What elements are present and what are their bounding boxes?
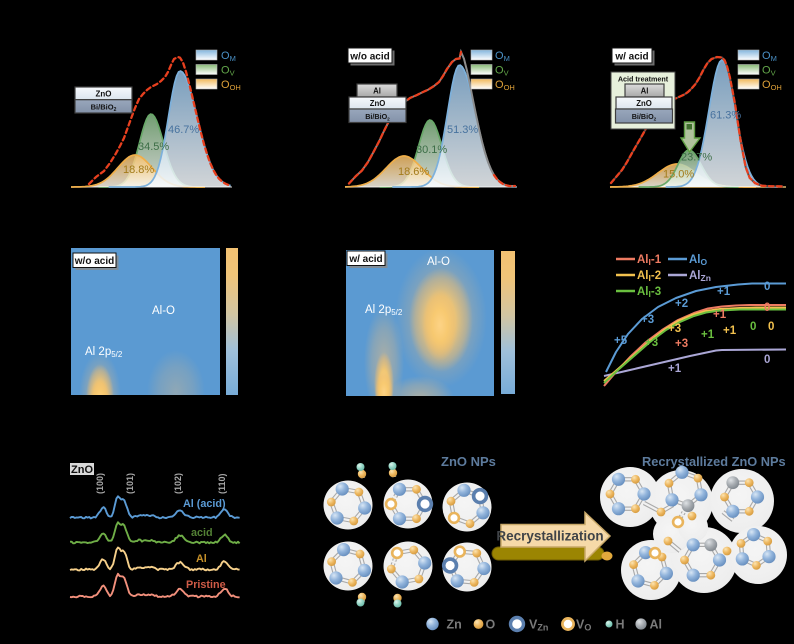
svg-text:Recrystallization: Recrystallization bbox=[496, 529, 603, 544]
svg-text:0: 0 bbox=[768, 321, 774, 333]
svg-text:15.0%: 15.0% bbox=[663, 169, 694, 181]
svg-text:+1: +1 bbox=[717, 286, 731, 298]
svg-text:51.3%: 51.3% bbox=[447, 124, 478, 136]
svg-text:Al (acid): Al (acid) bbox=[183, 498, 226, 510]
svg-text:AlI-1: AlI-1 bbox=[637, 254, 662, 267]
svg-text:OM: OM bbox=[495, 50, 510, 63]
svg-text:OOH: OOH bbox=[762, 79, 782, 92]
svg-text:Bi/BiO2: Bi/BiO2 bbox=[91, 102, 117, 113]
svg-text:Zn: Zn bbox=[447, 618, 462, 632]
svg-text:Al: Al bbox=[196, 553, 207, 565]
svg-text:AlO: AlO bbox=[689, 254, 708, 267]
svg-text:VZn: VZn bbox=[529, 618, 548, 633]
svg-text:Al: Al bbox=[641, 87, 649, 96]
svg-text:0: 0 bbox=[750, 321, 756, 333]
svg-text:+3: +3 bbox=[645, 337, 658, 349]
svg-text:+5: +5 bbox=[614, 335, 628, 347]
svg-text:+1: +1 bbox=[668, 363, 682, 375]
svg-text:OV: OV bbox=[495, 65, 509, 78]
svg-text:acid: acid bbox=[191, 527, 213, 539]
svg-text:w/o acid: w/o acid bbox=[74, 256, 114, 267]
svg-text:OV: OV bbox=[762, 65, 776, 78]
svg-text:0: 0 bbox=[764, 281, 770, 293]
svg-text:Acid treatment: Acid treatment bbox=[618, 75, 669, 84]
svg-text:w/o acid: w/o acid bbox=[349, 52, 389, 63]
svg-text:Recrystallized ZnO NPs: Recrystallized ZnO NPs bbox=[642, 454, 786, 469]
svg-text:(102): (102) bbox=[173, 473, 183, 494]
svg-text:ZnO: ZnO bbox=[636, 99, 652, 108]
svg-text:OOH: OOH bbox=[495, 79, 515, 92]
svg-text:AlI-3: AlI-3 bbox=[637, 286, 661, 299]
svg-text:w/ acid: w/ acid bbox=[348, 254, 382, 265]
svg-text:ZnO: ZnO bbox=[96, 89, 112, 98]
svg-text:0: 0 bbox=[764, 302, 770, 314]
svg-text:Al 2p5/2: Al 2p5/2 bbox=[85, 346, 123, 359]
svg-text:+3: +3 bbox=[641, 314, 654, 326]
svg-text:VO: VO bbox=[576, 618, 591, 633]
svg-text:+1: +1 bbox=[713, 309, 727, 321]
svg-text:Bi/BiO2: Bi/BiO2 bbox=[632, 112, 657, 122]
svg-text:0: 0 bbox=[764, 354, 770, 366]
svg-text:+3: +3 bbox=[668, 323, 681, 335]
svg-text:(100): (100) bbox=[95, 473, 105, 494]
svg-text:OV: OV bbox=[221, 65, 235, 78]
svg-text:ZnO: ZnO bbox=[370, 99, 386, 108]
svg-text:(101): (101) bbox=[125, 473, 135, 494]
svg-text:OOH: OOH bbox=[221, 79, 241, 92]
svg-text:61.3%: 61.3% bbox=[710, 110, 741, 122]
svg-text:+1: +1 bbox=[723, 325, 737, 337]
svg-text:Pristine: Pristine bbox=[186, 579, 226, 591]
svg-text:+1: +1 bbox=[701, 329, 715, 341]
svg-text:Al 2p5/2: Al 2p5/2 bbox=[365, 304, 403, 317]
svg-text:AlZn: AlZn bbox=[689, 270, 711, 283]
svg-text:O: O bbox=[486, 618, 496, 632]
svg-text:OM: OM bbox=[221, 50, 236, 63]
svg-text:OM: OM bbox=[762, 50, 777, 63]
svg-text:18.6%: 18.6% bbox=[398, 166, 429, 178]
svg-text:+2: +2 bbox=[675, 298, 688, 310]
svg-text:30.1%: 30.1% bbox=[416, 144, 447, 156]
svg-text:H: H bbox=[616, 618, 625, 632]
svg-text:+3: +3 bbox=[675, 338, 688, 350]
svg-text:w/ acid: w/ acid bbox=[614, 52, 648, 63]
svg-text:46.7%: 46.7% bbox=[168, 124, 199, 136]
svg-text:Al-O: Al-O bbox=[152, 305, 175, 317]
svg-text:Al-O: Al-O bbox=[427, 256, 450, 268]
svg-text:Bi/BiO2: Bi/BiO2 bbox=[365, 112, 390, 122]
svg-text:Al: Al bbox=[373, 87, 381, 96]
svg-text:34.5%: 34.5% bbox=[138, 141, 169, 153]
svg-text:Al: Al bbox=[650, 618, 663, 632]
svg-text:AlI-2: AlI-2 bbox=[637, 270, 661, 283]
svg-text:ZnO: ZnO bbox=[71, 464, 93, 476]
svg-text:(110): (110) bbox=[217, 473, 227, 494]
svg-text:18.8%: 18.8% bbox=[123, 164, 154, 176]
svg-text:23.7%: 23.7% bbox=[681, 152, 712, 164]
svg-text:ZnO NPs: ZnO NPs bbox=[441, 454, 496, 469]
